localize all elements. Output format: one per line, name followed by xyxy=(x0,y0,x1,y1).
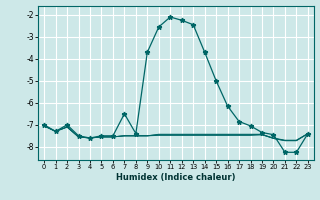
X-axis label: Humidex (Indice chaleur): Humidex (Indice chaleur) xyxy=(116,173,236,182)
